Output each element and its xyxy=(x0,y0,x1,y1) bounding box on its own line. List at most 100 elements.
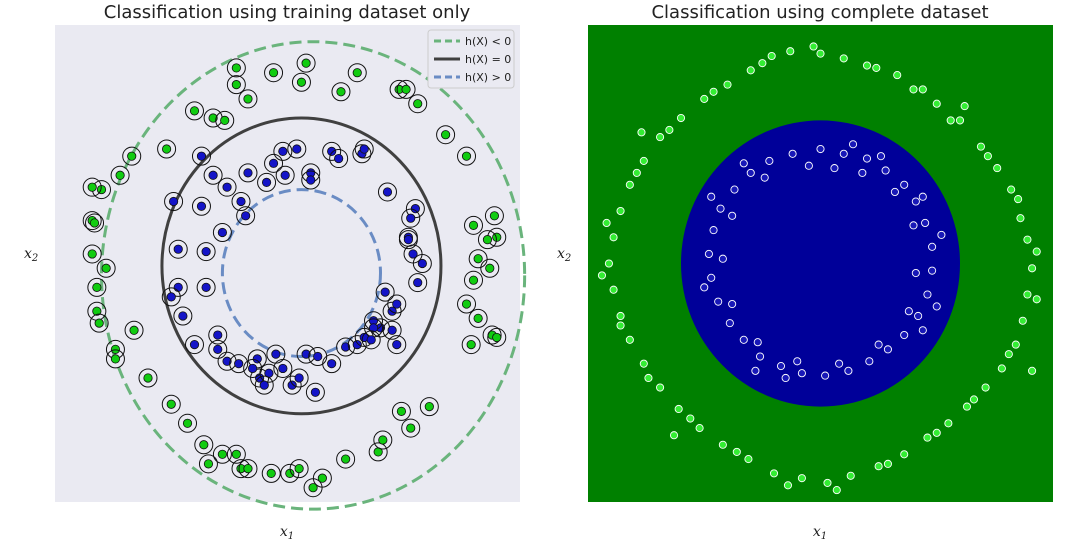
support-ring-0-21 xyxy=(82,177,102,197)
data-point-1-41 xyxy=(406,213,416,223)
data-point-0-55 xyxy=(1032,295,1041,304)
data-point-0-51 xyxy=(946,116,955,125)
data-point-0-40 xyxy=(266,468,276,478)
support-ring-0-17 xyxy=(122,146,142,166)
data-point-0-25 xyxy=(101,263,111,273)
support-ring-1-42 xyxy=(377,182,397,202)
left-x-axis-label: x1 xyxy=(280,524,294,540)
support-ring-1-11 xyxy=(203,165,223,185)
data-point-1-53 xyxy=(306,175,316,185)
data-point-1-18 xyxy=(756,352,765,361)
data-point-0-18 xyxy=(1011,340,1020,349)
data-point-1-46 xyxy=(918,192,927,201)
data-point-0-40 xyxy=(609,233,618,242)
support-ring-1-60 xyxy=(305,382,325,402)
support-ring-0-42 xyxy=(289,459,309,479)
data-point-1-0 xyxy=(278,146,288,157)
data-point-1-40 xyxy=(728,299,737,309)
data-point-1-44 xyxy=(804,161,813,170)
data-point-0-24 xyxy=(92,282,102,292)
support-ring-1-14 xyxy=(196,242,216,262)
data-point-1-20 xyxy=(189,339,200,350)
data-point-0-18 xyxy=(115,170,125,180)
support-ring-1-58 xyxy=(289,368,309,388)
data-point-0-9 xyxy=(413,99,423,109)
data-point-0-23 xyxy=(923,433,932,442)
support-ring-1-46 xyxy=(387,335,407,355)
data-point-1-17 xyxy=(173,282,183,292)
support-ring-0-44 xyxy=(312,468,332,488)
data-point-1-5 xyxy=(280,170,290,180)
data-point-1-47 xyxy=(387,325,397,335)
legend-label-negative: h(X) < 0 xyxy=(465,35,511,48)
support-ring-0-28 xyxy=(124,320,144,340)
data-point-0-58 xyxy=(932,428,941,437)
data-point-0-37 xyxy=(616,311,625,321)
data-point-0-13 xyxy=(1016,214,1025,223)
data-point-0-45 xyxy=(676,113,686,123)
support-ring-1-44 xyxy=(329,149,349,169)
legend-box xyxy=(427,29,515,89)
data-point-0-2 xyxy=(809,42,818,51)
data-point-1-59 xyxy=(259,380,269,390)
data-point-0-20 xyxy=(981,383,990,392)
data-point-0-3 xyxy=(816,49,825,58)
support-ring-1-59 xyxy=(254,375,274,395)
data-point-0-17 xyxy=(127,151,137,161)
right-y-axis-label: x2 xyxy=(557,246,571,264)
support-ring-0-20 xyxy=(82,211,102,231)
support-ring-1-34 xyxy=(382,301,402,321)
support-ring-0-32 xyxy=(161,394,181,414)
support-ring-0-22 xyxy=(85,213,105,233)
data-point-1-27 xyxy=(313,351,323,362)
data-point-0-52 xyxy=(983,152,992,161)
data-point-0-53 xyxy=(473,313,483,323)
support-ring-0-60 xyxy=(468,249,488,269)
data-point-0-9 xyxy=(955,116,965,125)
left-x-axis-label-base: x xyxy=(280,524,288,540)
support-ring-1-43 xyxy=(354,139,374,159)
data-point-1-35 xyxy=(904,307,913,316)
support-ring-1-20 xyxy=(185,335,204,355)
data-point-1-63 xyxy=(248,363,258,374)
data-point-0-56 xyxy=(485,263,495,273)
support-ring-0-46 xyxy=(368,442,388,462)
data-point-0-22 xyxy=(89,218,100,228)
data-point-0-12 xyxy=(1007,185,1016,194)
support-ring-1-9 xyxy=(236,206,256,226)
data-point-0-70 xyxy=(709,87,718,96)
data-point-1-57 xyxy=(287,380,297,390)
support-ring-1-47 xyxy=(382,320,402,340)
data-point-0-31 xyxy=(718,440,727,449)
support-ring-0-61 xyxy=(477,230,497,250)
right-x-axis-label-subscript: 1 xyxy=(821,531,827,540)
data-point-0-30 xyxy=(744,455,753,464)
support-ring-0-62 xyxy=(487,327,507,347)
data-point-1-45 xyxy=(261,177,272,188)
data-point-1-12 xyxy=(883,345,892,354)
data-point-1-6 xyxy=(921,218,930,228)
data-point-0-6 xyxy=(243,94,253,104)
support-ring-1-19 xyxy=(161,287,181,307)
data-point-0-21 xyxy=(87,182,97,192)
data-point-0-43 xyxy=(308,483,318,493)
support-ring-0-24 xyxy=(87,277,107,297)
support-ring-1-8 xyxy=(212,222,232,242)
support-ring-0-49 xyxy=(391,401,411,421)
support-ring-1-23 xyxy=(229,354,249,374)
data-point-1-0 xyxy=(816,144,825,154)
data-point-1-40 xyxy=(410,204,420,214)
data-point-0-69 xyxy=(665,125,674,134)
data-point-0-68 xyxy=(632,168,641,177)
data-point-0-57 xyxy=(969,395,979,404)
data-point-0-73 xyxy=(1028,366,1037,375)
support-ring-0-3 xyxy=(226,58,246,78)
data-point-1-20 xyxy=(725,319,734,328)
data-point-0-61 xyxy=(783,481,793,490)
data-point-1-4 xyxy=(900,180,909,189)
data-point-1-7 xyxy=(222,182,232,192)
data-point-0-8 xyxy=(231,80,241,90)
data-point-0-54 xyxy=(1032,247,1041,256)
data-point-0-53 xyxy=(1014,195,1023,204)
data-point-0-10 xyxy=(976,142,985,151)
